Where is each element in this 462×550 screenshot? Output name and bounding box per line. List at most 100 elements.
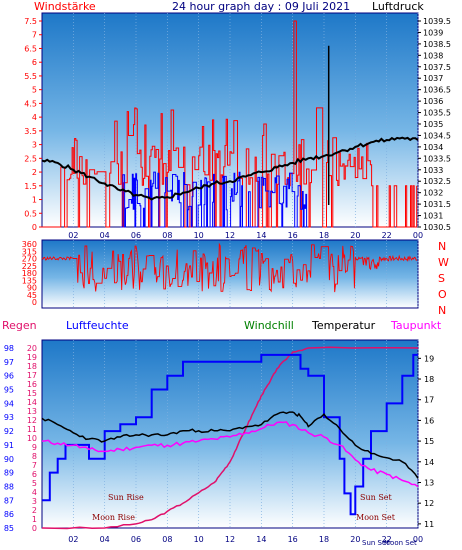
rain-tick-label: 3	[32, 497, 37, 506]
x-tick-label: 06	[131, 231, 141, 240]
label-temperatur: Temperatur	[311, 319, 376, 332]
rain-tick-label: 1	[32, 515, 37, 524]
annotation-moon-rise: Moon Rise	[92, 513, 135, 522]
rain-tick-label: 17	[27, 371, 37, 380]
right-tick-label: 1037	[423, 74, 443, 83]
left-tick-label: 5.5	[24, 72, 37, 81]
right-tick-label: 1033.5	[423, 154, 451, 163]
x-tick-label: 16	[288, 231, 298, 240]
series-luftfeuchte	[42, 353, 418, 516]
temp-tick-label: 15	[424, 437, 434, 446]
label-regen: Regen	[2, 319, 37, 332]
temp-tick-label: 19	[424, 354, 434, 363]
left-tick-label: 4.5	[24, 99, 37, 108]
humidity-tick-label: 96	[4, 372, 14, 381]
dir-tick-label: 180	[22, 269, 37, 278]
x-tick-label: 04	[100, 535, 110, 544]
dir-tick-label: 90	[27, 284, 37, 293]
right-tick-label: 1035	[423, 120, 443, 129]
series-taupunkt	[41, 421, 419, 488]
annotation-sun-set-bottom: Sun Set	[362, 539, 389, 547]
humidity-tick-label: 97	[4, 358, 14, 367]
rain-tick-label: 4	[32, 488, 37, 497]
left-tick-label: 3	[32, 141, 37, 150]
rain-tick-label: 13	[27, 407, 37, 416]
panel1-axes: 0 0.5 1 1.5 2 2.5 3 3.5 4 4.5 5 5.5 6 6.5 7 7.5 1030.5 10…	[24, 17, 451, 240]
series-windrichtung	[41, 242, 418, 293]
dir-tick-label: 270	[22, 255, 37, 264]
x-tick-label: 20	[350, 535, 360, 544]
x-tick-label: 18	[319, 535, 329, 544]
temp-tick-label: 12	[424, 499, 434, 508]
x-tick-label: 00	[413, 231, 423, 240]
humidity-tick-label: 98	[4, 344, 14, 353]
label-luftfeuchte: Luftfeuchte	[66, 319, 129, 332]
right-tick-label: 1036	[423, 97, 443, 106]
left-tick-label: 3.5	[24, 127, 37, 136]
dir-tick-label: 45	[27, 291, 37, 300]
humidity-tick-label: 94	[4, 399, 14, 408]
temp-tick-label: 13	[424, 478, 434, 487]
dir-tick-label: 360	[22, 240, 37, 249]
rain-tick-label: 8	[32, 452, 37, 461]
annotation-moon-set: Moon Set	[356, 513, 396, 522]
panel-wind-pressure	[41, 12, 419, 228]
right-tick-label: 1033	[423, 166, 443, 175]
humidity-tick-label: 88	[4, 482, 14, 491]
rain-tick-label: 0	[32, 524, 37, 533]
left-tick-label: 7.5	[24, 17, 37, 26]
right-tick-label: 1030.5	[423, 223, 451, 232]
panel2-lines	[41, 242, 418, 293]
x-tick-label: 22	[382, 231, 392, 240]
dir-compass-label: O	[438, 288, 447, 301]
humidity-tick-label: 92	[4, 427, 14, 436]
left-tick-label: 2	[32, 168, 37, 177]
right-tick-label: 1039.5	[423, 17, 451, 26]
x-tick-label: 16	[288, 535, 298, 544]
rain-tick-label: 5	[32, 479, 37, 488]
x-tick-label: 10	[194, 535, 204, 544]
header-right-label: Luftdruck	[372, 0, 424, 13]
temp-tick-label: 18	[424, 375, 434, 384]
left-tick-label: 5	[32, 86, 37, 95]
dir-tick-label: 315	[22, 247, 37, 256]
humidity-tick-label: 90	[4, 455, 14, 464]
rain-tick-label: 18	[27, 362, 37, 371]
left-tick-label: 0.5	[24, 209, 37, 218]
humidity-tick-label: 87	[4, 496, 14, 505]
series-wind-gust	[42, 20, 418, 228]
left-tick-label: 6.5	[24, 44, 37, 53]
right-tick-label: 1039	[423, 28, 443, 37]
dir-compass-label: N	[438, 240, 446, 253]
left-tick-label: 7	[32, 31, 37, 40]
series-temperatur	[41, 411, 419, 479]
annotation-sun-set: Sun Set	[360, 493, 393, 502]
panel1-wind-bars	[42, 20, 418, 228]
x-tick-label: 02	[68, 231, 78, 240]
series-luftdruck	[41, 136, 419, 201]
header-title: 24 hour graph day : 09 Juli 2021	[172, 0, 350, 13]
rain-tick-label: 14	[27, 398, 37, 407]
right-tick-label: 1034.5	[423, 131, 451, 140]
left-tick-label: 0	[32, 223, 37, 232]
panel1-lines	[41, 136, 419, 201]
rain-tick-label: 7	[32, 461, 37, 470]
series-wind-average	[120, 171, 308, 228]
rain-tick-label: 16	[27, 380, 37, 389]
right-tick-label: 1037.5	[423, 63, 451, 72]
rain-tick-label: 12	[27, 416, 37, 425]
dir-tick-label: 225	[22, 262, 37, 271]
humidity-tick-label: 93	[4, 413, 14, 422]
x-tick-label: 04	[100, 231, 110, 240]
rain-tick-label: 6	[32, 470, 37, 479]
x-tick-label: 00	[413, 535, 423, 544]
dir-compass-label: S	[438, 272, 445, 285]
humidity-tick-label: 85	[4, 524, 14, 533]
right-tick-label: 1031.5	[423, 200, 451, 209]
right-tick-label: 1035.5	[423, 109, 451, 118]
dir-tick-label: 135	[22, 276, 37, 285]
header-left-label: Windstärke	[34, 0, 96, 13]
rain-tick-label: 10	[27, 434, 37, 443]
